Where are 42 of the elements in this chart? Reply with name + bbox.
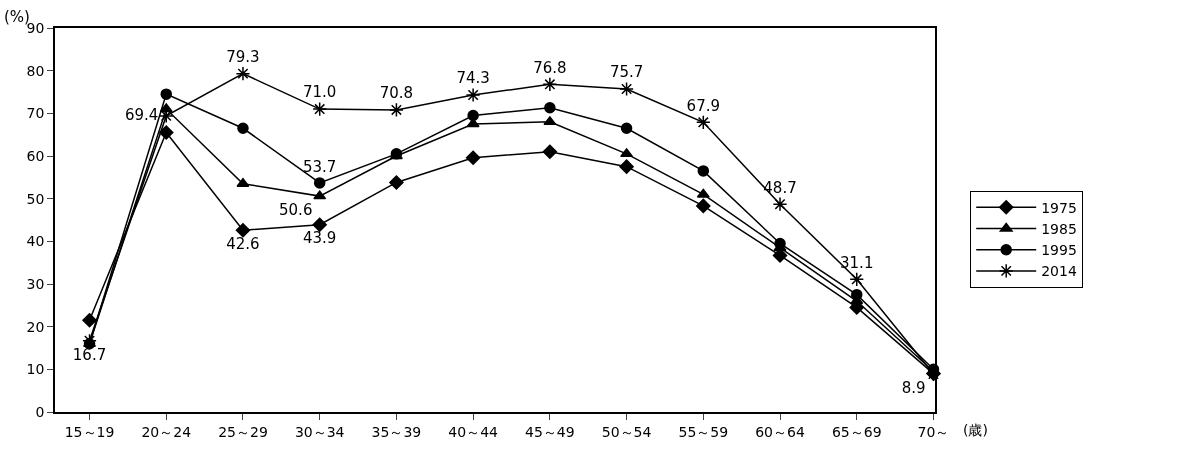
data-label: 79.3 — [226, 48, 260, 67]
x-tick-label: 25～29 — [218, 423, 268, 440]
x-tick-label: 20～24 — [141, 423, 192, 440]
y-tick-label: 60 — [26, 147, 45, 164]
data-label: 75.7 — [609, 63, 644, 82]
data-label: 43.9 — [302, 229, 337, 248]
data-label: 48.7 — [763, 178, 797, 197]
data-label: 53.7 — [302, 157, 337, 176]
legend-label: 2014 — [1041, 263, 1077, 280]
data-label: 8.9 — [901, 379, 926, 398]
x-tick-label: 45～49 — [525, 423, 575, 440]
data-label: 74.3 — [456, 69, 490, 88]
y-tick-label: 10 — [26, 361, 45, 378]
y-tick-label: 70 — [26, 105, 45, 122]
x-tick-label: 60～64 — [755, 423, 805, 440]
x-axis-title: (歳) — [963, 422, 988, 438]
y-tick-label: 80 — [26, 62, 45, 79]
x-tick-label: 50～54 — [601, 423, 652, 440]
data-label: 76.8 — [533, 58, 567, 77]
data-label: 42.6 — [226, 234, 260, 253]
data-label: 50.6 — [279, 200, 313, 219]
y-tick-label: 20 — [26, 318, 45, 335]
x-tick-label: 30～34 — [294, 423, 345, 440]
y-tick-label: 40 — [26, 233, 45, 250]
y-tick-label: 30 — [26, 275, 45, 292]
data-label: 70.8 — [379, 84, 414, 103]
x-tick-label: 40～44 — [448, 423, 499, 440]
data-label: 71.0 — [302, 83, 337, 102]
legend-label: 1985 — [1041, 220, 1077, 237]
data-label: 67.9 — [686, 96, 720, 115]
x-tick-label: 15～19 — [64, 423, 115, 440]
x-tick-label: 65～69 — [831, 423, 882, 440]
x-tick-label: 55～59 — [678, 423, 729, 440]
y-tick-label: 0 — [35, 403, 45, 420]
x-tick-label: 35～39 — [371, 423, 422, 440]
legend-label: 1975 — [1041, 199, 1077, 216]
data-label: 31.1 — [840, 253, 874, 272]
x-tick-label: 70～ — [917, 423, 950, 440]
data-label: 16.7 — [72, 345, 107, 364]
legend-label: 1995 — [1041, 242, 1077, 259]
data-label: 69.4 — [124, 105, 159, 124]
y-tick-label: 50 — [26, 190, 45, 207]
